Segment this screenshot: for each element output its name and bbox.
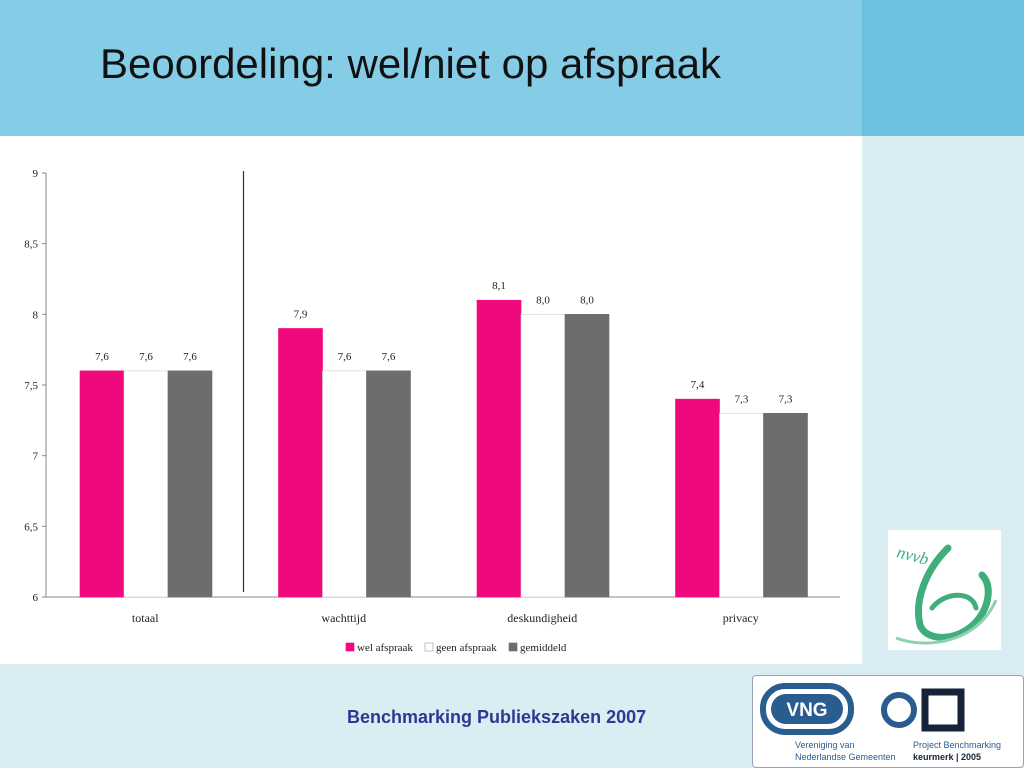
bar-gemiddeld-deskundigheid	[564, 314, 610, 598]
bar-gemiddeld-privacy	[763, 412, 808, 598]
bar-wel-afspraak-totaal	[79, 370, 125, 598]
data-label: 7,3	[779, 393, 793, 405]
nvvb-logo: nvvb	[888, 530, 1001, 650]
bar-wel-afspraak-wachttijd	[278, 328, 323, 598]
y-tick-label: 9	[33, 168, 39, 180]
nvvb-logo-text: nvvb	[895, 542, 931, 569]
data-label: 7,3	[735, 393, 749, 405]
vng-line2: Nederlandse Gemeenten	[795, 752, 896, 762]
project-line2: keurmerk | 2005	[913, 752, 981, 762]
bar-geen-afspraak-totaal	[123, 370, 169, 598]
data-label: 8,0	[536, 294, 550, 306]
x-tick-label: privacy	[723, 611, 759, 625]
header-accent	[862, 0, 1024, 136]
legend-label: gemiddeld	[520, 642, 567, 654]
bar-geen-afspraak-wachttijd	[322, 370, 367, 598]
data-label: 8,0	[580, 294, 594, 306]
bar-gemiddeld-totaal	[167, 370, 213, 598]
slide-title: Beoordeling: wel/niet op afspraak	[100, 40, 722, 87]
bar-wel-afspraak-deskundigheid	[476, 299, 522, 598]
legend-swatch	[508, 642, 518, 652]
bar-wel-afspraak-privacy	[675, 398, 720, 598]
y-tick-label: 6	[33, 592, 39, 604]
legend-swatch	[345, 642, 355, 652]
header-band	[0, 0, 862, 136]
data-label: 7,6	[183, 351, 197, 363]
vng-badge-text: VNG	[786, 700, 827, 721]
x-tick-label: deskundigheid	[507, 611, 577, 625]
data-label: 7,9	[294, 308, 308, 320]
footer-caption: Benchmarking Publiekszaken 2007	[347, 707, 647, 727]
x-tick-label: wachttijd	[321, 611, 366, 625]
legend-label: wel afspraak	[357, 642, 413, 654]
bar-geen-afspraak-deskundigheid	[520, 314, 566, 598]
y-tick-label: 6,5	[24, 521, 38, 533]
y-tick-label: 8	[33, 309, 39, 321]
legend-swatch	[424, 642, 434, 652]
data-label: 7,6	[139, 351, 153, 363]
bar-chart: 6 6,5 7 7,5 8 8,5 9 7,6 7,6 7,6 totaal 7,9 7,6 7,6 wac…	[24, 168, 840, 654]
x-tick-label: totaal	[132, 611, 159, 625]
vng-logo: VNG Vereniging van Nederlandse Gemeenten…	[752, 675, 1024, 768]
data-label: 7,6	[338, 351, 352, 363]
bar-gemiddeld-wachttijd	[366, 370, 411, 598]
vng-line1: Vereniging van	[795, 740, 855, 750]
data-label: 7,4	[691, 379, 705, 391]
project-line1: Project Benchmarking	[913, 740, 1001, 750]
legend-label: geen afspraak	[436, 642, 497, 654]
y-tick-label: 8,5	[24, 239, 38, 251]
data-label: 8,1	[492, 280, 506, 292]
y-tick-label: 7	[33, 451, 39, 463]
data-label: 7,6	[95, 351, 109, 363]
bar-geen-afspraak-privacy	[719, 412, 764, 598]
y-tick-label: 7,5	[24, 380, 38, 392]
data-label: 7,6	[382, 351, 396, 363]
